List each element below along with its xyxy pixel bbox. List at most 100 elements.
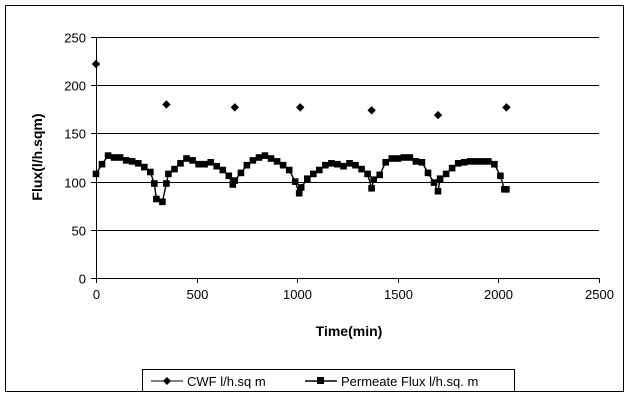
- permeate-point-46: [346, 160, 353, 167]
- permeate-point-18: [189, 157, 196, 164]
- permeate-point-7: [135, 160, 142, 167]
- permeate-point-20: [201, 160, 208, 168]
- y-tick-label-5: 250: [64, 31, 86, 46]
- chart-border: [5, 5, 624, 392]
- permeate-point-19: [195, 160, 202, 168]
- cwf-point-6: [502, 103, 511, 112]
- permeate-point-31: [261, 152, 269, 159]
- x-tick-label-3: 1500: [384, 287, 413, 302]
- permeate-point-56: [400, 154, 408, 161]
- permeate-point-8: [141, 163, 148, 171]
- y-tick-labels: 0 50 100 150 200 250: [64, 31, 86, 287]
- permeate-point-26: [231, 177, 239, 184]
- cwf-point-2: [230, 103, 240, 112]
- permeate-point-65: [448, 164, 456, 172]
- cwf-point-1: [162, 100, 171, 109]
- y-tick-label-0: 0: [79, 272, 86, 287]
- permeate-point-75: [503, 186, 510, 193]
- permeate-point-27: [237, 169, 245, 177]
- permeate-point-14: [165, 170, 172, 178]
- permeate-point-50: [368, 185, 375, 192]
- y-tick-label-2: 100: [64, 176, 86, 191]
- permeate-point-32: [267, 155, 275, 162]
- permeate-point-55: [394, 155, 402, 162]
- cwf-point-0: [91, 59, 101, 69]
- permeate-point-36: [291, 178, 299, 185]
- permeate-point-41: [316, 166, 323, 174]
- legend: CWF l/h.sq m Permeate Flux l/h.sq. m: [142, 369, 515, 392]
- permeate-point-59: [418, 159, 426, 166]
- permeate-point-22: [213, 162, 220, 170]
- permeate-point-60: [424, 169, 432, 177]
- permeate-point-68: [466, 158, 474, 165]
- permeate-point-63: [436, 175, 444, 182]
- permeate-point-28: [243, 161, 251, 169]
- permeate-point-48: [358, 165, 365, 173]
- permeate-point-70: [479, 158, 486, 165]
- permeate-point-17: [183, 155, 190, 162]
- permeate-point-52: [376, 171, 383, 179]
- permeate-point-23: [219, 166, 227, 174]
- permeate-point-51: [370, 176, 377, 183]
- permeate-point-40: [310, 170, 317, 178]
- x-tick-label-0: 0: [93, 287, 100, 302]
- permeate-point-35: [285, 166, 293, 174]
- permeate-point-58: [412, 158, 420, 165]
- x-tick-labels: 0 500 1000 1500 2000 2500: [93, 287, 614, 302]
- permeate-point-16: [177, 160, 184, 167]
- permeate-point-30: [255, 154, 263, 161]
- permeate-point-12: [159, 198, 166, 206]
- permeate-point-6: [128, 158, 136, 165]
- x-tick-label-1: 500: [187, 287, 209, 302]
- cwf-point-3: [296, 103, 305, 112]
- permeate-point-44: [334, 160, 341, 168]
- cwf-point-4: [367, 106, 376, 115]
- permeate-point-5: [122, 157, 130, 164]
- x-tick-label-2: 1000: [283, 287, 312, 302]
- x-tick-label-5: 2500: [585, 287, 614, 302]
- permeate-point-38: [297, 184, 305, 191]
- grid-layer: [96, 37, 599, 231]
- x-axis-title: Time(min): [316, 323, 383, 339]
- permeate-point-15: [171, 165, 178, 173]
- permeate-point-69: [473, 158, 480, 165]
- permeate-point-1: [98, 160, 106, 168]
- permeate-point-49: [364, 170, 371, 178]
- permeate-point-62: [434, 187, 442, 195]
- permeate-point-64: [442, 170, 450, 178]
- axes-layer: [91, 37, 600, 283]
- permeate-point-54: [388, 155, 396, 162]
- permeate-point-42: [322, 161, 329, 169]
- legend-marker-cwf: [163, 377, 171, 385]
- legend-label-cwf: CWF l/h.sq m: [187, 374, 266, 389]
- permeate-point-67: [460, 159, 468, 166]
- permeate-point-24: [225, 172, 233, 180]
- permeate-point-11: [153, 195, 160, 203]
- permeate-point-10: [151, 180, 158, 187]
- cwf-point-5: [433, 110, 443, 120]
- permeate-point-66: [454, 160, 462, 167]
- permeate-point-29: [249, 157, 257, 164]
- permeate-point-53: [382, 159, 389, 166]
- permeate-point-61: [430, 179, 438, 186]
- permeate-point-2: [104, 152, 112, 159]
- series-layer: [91, 59, 511, 206]
- legend-label-permeate: Permeate Flux l/h.sq. m: [341, 374, 478, 389]
- y-tick-label-3: 150: [64, 127, 86, 142]
- permeate-point-72: [491, 160, 498, 168]
- permeate-point-57: [406, 154, 414, 161]
- x-tick-label-4: 2000: [484, 287, 513, 302]
- permeate-point-71: [485, 158, 492, 165]
- permeate-point-33: [273, 158, 281, 165]
- legend-marker-permeate: [317, 377, 324, 384]
- y-tick-label-4: 200: [64, 79, 86, 94]
- permeate-point-34: [279, 161, 287, 169]
- permeate-point-47: [352, 161, 359, 169]
- y-axis-title: Flux(l/h.sqm): [29, 113, 45, 200]
- permeate-point-4: [116, 154, 124, 161]
- permeate-point-25: [229, 181, 237, 188]
- permeate-point-3: [110, 154, 118, 161]
- permeate-point-9: [147, 168, 154, 176]
